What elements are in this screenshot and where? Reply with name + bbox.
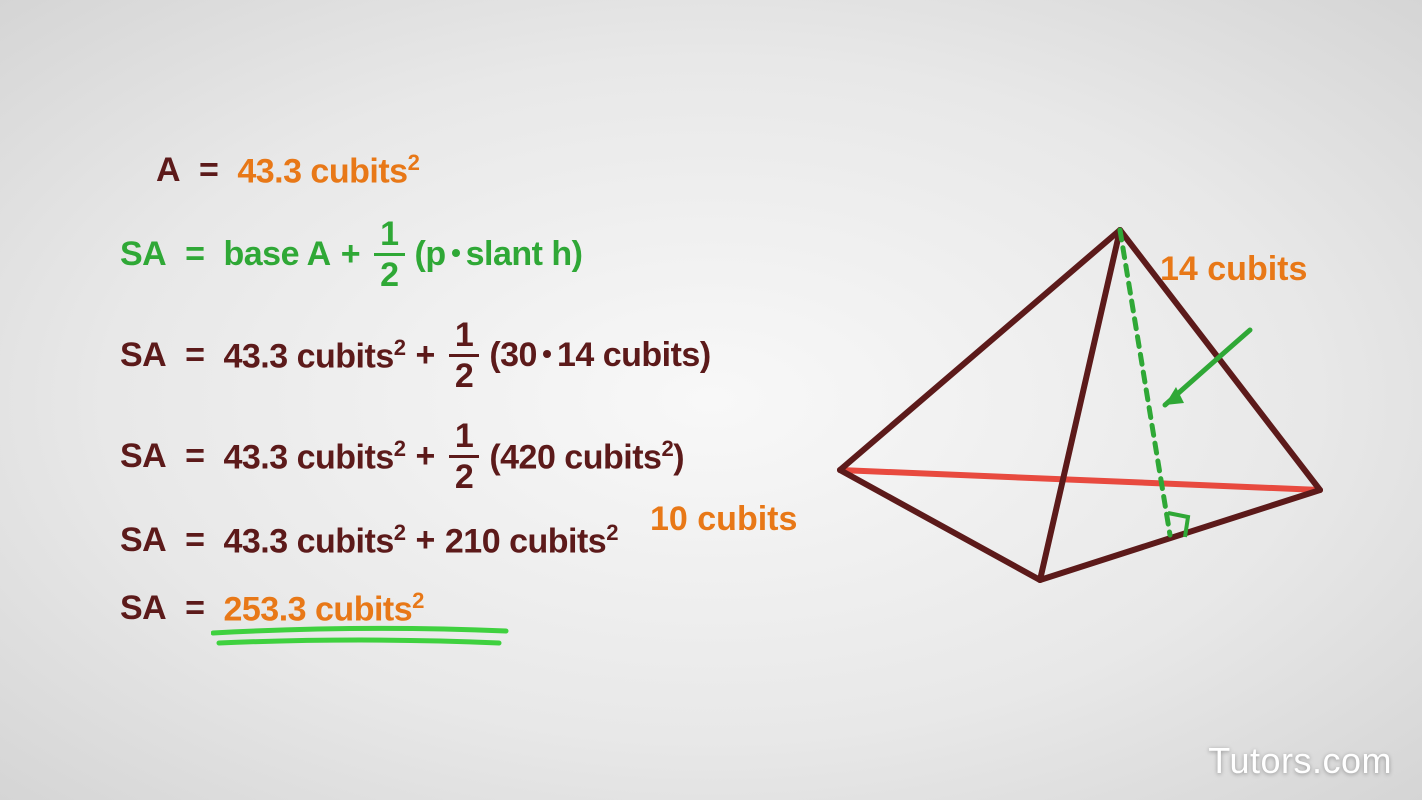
equations-block: A = 43.3 cubits2 SA = base A + 1 2 (p sl… <box>120 150 840 655</box>
l1-lhs: A <box>156 151 180 190</box>
l1-rhs: 43.3 cubits2 <box>237 150 419 191</box>
pyramid-edge <box>840 470 1040 580</box>
pyramid-edge <box>1040 490 1320 580</box>
l2-plus: + <box>341 235 360 274</box>
l4-fraction: 1 2 <box>449 419 479 494</box>
watermark: Tutors.com <box>1208 740 1392 782</box>
l3-fraction: 1 2 <box>449 318 479 393</box>
l3-b: 14 cubits) <box>557 336 711 375</box>
l4-a: 43.3 cubits2 <box>223 436 405 477</box>
l4-paren: (420 cubits2) <box>489 436 684 477</box>
dot-icon <box>452 249 460 257</box>
equation-line-1: A = 43.3 cubits2 <box>156 150 840 191</box>
base-inner-line <box>840 470 1320 490</box>
slant-label: 14 cubits <box>1160 250 1307 289</box>
dot-icon <box>543 350 551 358</box>
l3-paren: (30 <box>489 336 537 375</box>
l1-eq: = <box>190 151 227 190</box>
equation-line-6: SA = 253.3 cubits2 <box>120 588 840 629</box>
l5-plus: + <box>416 521 435 560</box>
l2-base: base A <box>223 235 330 274</box>
l3-lhs: SA <box>120 336 166 375</box>
l2-fraction: 1 2 <box>374 217 404 292</box>
l3-plus: + <box>416 336 435 375</box>
l3-a: 43.3 cubits2 <box>223 335 405 376</box>
l5-lhs: SA <box>120 521 166 560</box>
l5-a: 43.3 cubits2 <box>223 520 405 561</box>
pyramid-edge <box>1040 230 1120 580</box>
l4-eq: = <box>176 437 213 476</box>
l2-slant: slant h) <box>466 235 583 274</box>
underline-icon <box>211 623 511 653</box>
l6-lhs: SA <box>120 589 166 628</box>
equation-line-2: SA = base A + 1 2 (p slant h) <box>120 217 840 292</box>
l6-eq: = <box>176 589 213 628</box>
l4-lhs: SA <box>120 437 166 476</box>
l5-eq: = <box>176 521 213 560</box>
l5-b: 210 cubits2 <box>445 520 618 561</box>
l2-eq: = <box>176 235 213 274</box>
l3-eq: = <box>176 336 213 375</box>
l2-lhs: SA <box>120 235 166 274</box>
base-label: 10 cubits <box>650 500 797 539</box>
pyramid-edge <box>840 230 1120 470</box>
l2-paren: (p <box>415 235 446 274</box>
l4-plus: + <box>416 437 435 476</box>
pyramid-diagram: 14 cubits 10 cubits <box>820 190 1360 610</box>
l6-answer: 253.3 cubits2 <box>223 588 423 629</box>
equation-line-4: SA = 43.3 cubits2 + 1 2 (420 cubits2) <box>120 419 840 494</box>
equation-line-3: SA = 43.3 cubits2 + 1 2 (30 14 cubits) <box>120 318 840 393</box>
